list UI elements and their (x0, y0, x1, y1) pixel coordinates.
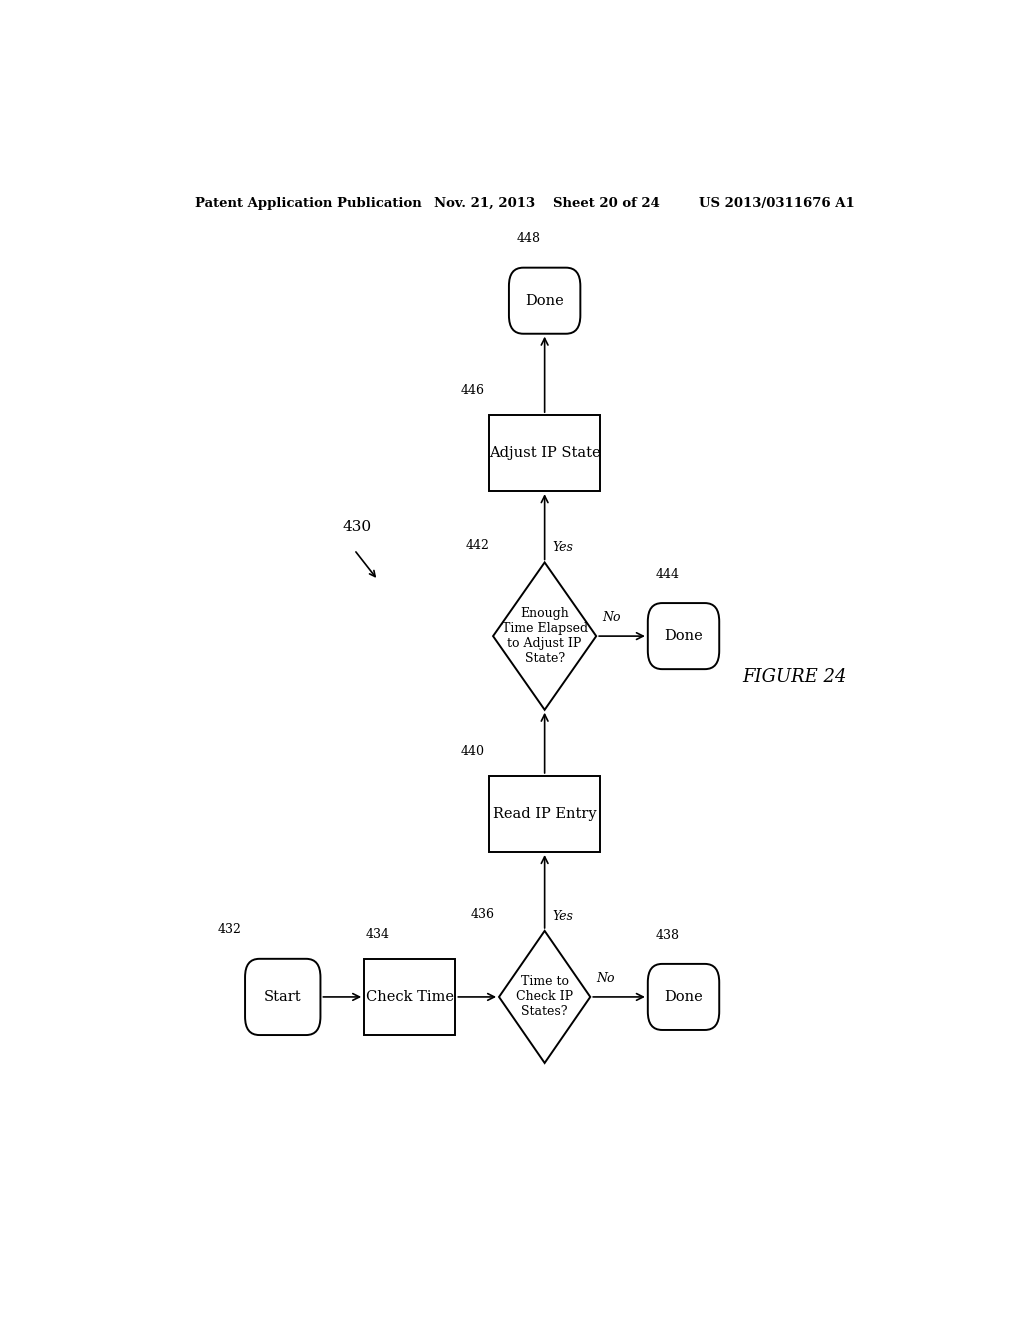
Text: Yes: Yes (553, 541, 573, 554)
Text: 432: 432 (217, 924, 241, 936)
Text: 440: 440 (461, 744, 485, 758)
Text: Check Time: Check Time (366, 990, 454, 1005)
Text: Patent Application Publication: Patent Application Publication (196, 197, 422, 210)
FancyBboxPatch shape (648, 964, 719, 1030)
Text: Read IP Entry: Read IP Entry (493, 807, 596, 821)
Text: Done: Done (525, 293, 564, 308)
Bar (365, 958, 456, 1035)
Text: 430: 430 (342, 520, 372, 535)
Text: 442: 442 (465, 540, 489, 552)
Bar (489, 414, 600, 491)
Text: Start: Start (264, 990, 301, 1005)
Text: Yes: Yes (553, 909, 573, 923)
FancyBboxPatch shape (509, 268, 581, 334)
Text: Enough
Time Elapsed
to Adjust IP
State?: Enough Time Elapsed to Adjust IP State? (502, 607, 588, 665)
Text: No: No (597, 972, 615, 985)
Text: Nov. 21, 2013: Nov. 21, 2013 (433, 197, 535, 210)
Polygon shape (499, 931, 590, 1063)
Text: 438: 438 (655, 928, 680, 941)
Text: US 2013/0311676 A1: US 2013/0311676 A1 (699, 197, 855, 210)
Text: 448: 448 (517, 232, 541, 246)
FancyBboxPatch shape (245, 958, 321, 1035)
Text: Time to
Check IP
States?: Time to Check IP States? (516, 975, 573, 1019)
Text: 446: 446 (461, 384, 485, 397)
Bar (489, 776, 600, 853)
Text: FIGURE 24: FIGURE 24 (742, 668, 847, 686)
Text: 436: 436 (471, 908, 495, 921)
Text: Done: Done (665, 990, 702, 1005)
Text: Adjust IP State: Adjust IP State (488, 446, 600, 461)
Polygon shape (494, 562, 596, 710)
Text: 434: 434 (366, 928, 390, 941)
Text: Done: Done (665, 630, 702, 643)
Text: Sheet 20 of 24: Sheet 20 of 24 (553, 197, 659, 210)
Text: No: No (602, 611, 622, 624)
Text: 444: 444 (655, 568, 680, 581)
FancyBboxPatch shape (648, 603, 719, 669)
